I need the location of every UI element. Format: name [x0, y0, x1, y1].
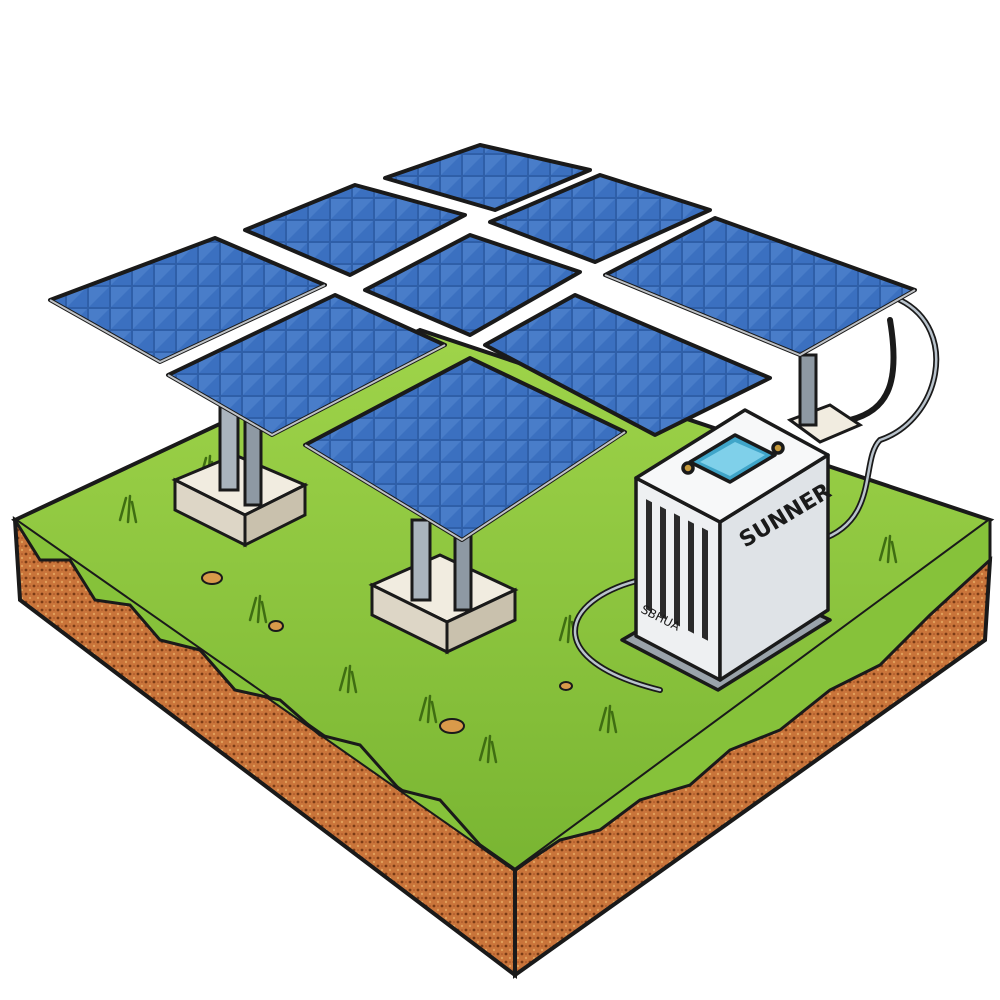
grass-edge-left	[13, 519, 516, 872]
pebble	[201, 571, 223, 585]
solar-panel	[363, 233, 582, 337]
solar-panel	[383, 143, 592, 212]
solar-panel	[488, 173, 712, 264]
support-post	[410, 518, 432, 602]
pebble	[268, 620, 284, 632]
solar-panel-array	[48, 143, 917, 542]
inverter-vents	[646, 499, 708, 641]
pebble	[439, 718, 465, 734]
cable	[847, 317, 897, 423]
solar-panel	[243, 183, 467, 277]
support-post	[453, 528, 473, 612]
pebble	[559, 681, 573, 691]
grass-edge-right	[514, 520, 992, 872]
panel-supports	[171, 353, 864, 655]
support-post	[798, 353, 818, 427]
inverter-unit: SUNNER SBHUA	[620, 408, 836, 692]
solar-panel	[483, 293, 772, 437]
